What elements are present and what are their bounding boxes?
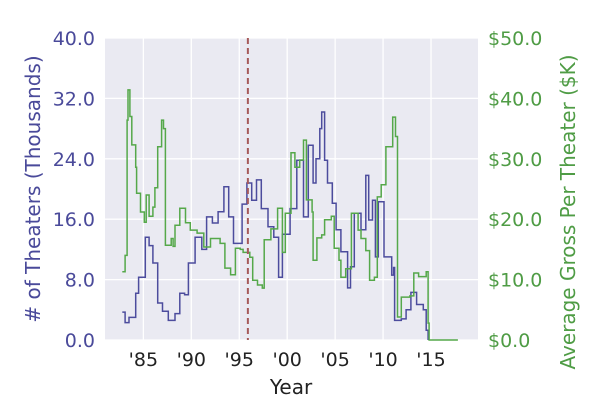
x-axis-label: Year (269, 375, 313, 399)
y-tick-label-left: 16.0 (53, 209, 95, 231)
y-tick-label-left: 32.0 (53, 88, 95, 110)
x-tick-label: '95 (225, 349, 254, 371)
x-tick-label: '90 (177, 349, 206, 371)
x-tick-label: '05 (320, 349, 349, 371)
y-tick-label-right: $20.0 (488, 209, 542, 231)
y-tick-label-right: $50.0 (488, 28, 542, 50)
theaters-line (122, 111, 429, 340)
x-tick-label: '85 (129, 349, 158, 371)
x-tick-label: '00 (272, 349, 301, 371)
y-tick-label-right: $0.0 (488, 330, 530, 352)
y-axis-label-right: Average Gross Per Theater ($K) (556, 54, 580, 369)
y-tick-label-left: 0.0 (65, 330, 95, 352)
x-tick-label: '15 (416, 349, 445, 371)
y-tick-label-left: 24.0 (53, 149, 95, 171)
gross-line (122, 89, 458, 341)
series-lines (122, 38, 458, 341)
y-tick-label-left: 40.0 (53, 28, 95, 50)
y-tick-label-right: $30.0 (488, 149, 542, 171)
x-tick-label: '10 (368, 349, 397, 371)
y-tick-label-right: $40.0 (488, 88, 542, 110)
y-axis-label-left: # of Theaters (Thousands) (21, 55, 45, 322)
y-tick-label-left: 8.0 (65, 270, 95, 292)
y-tick-label-right: $10.0 (488, 270, 542, 292)
tick-labels: '85 '90 '95 '00 '05 '10 '15 0.0 8.0 16.0 24.0 32.0 4… (53, 28, 543, 371)
